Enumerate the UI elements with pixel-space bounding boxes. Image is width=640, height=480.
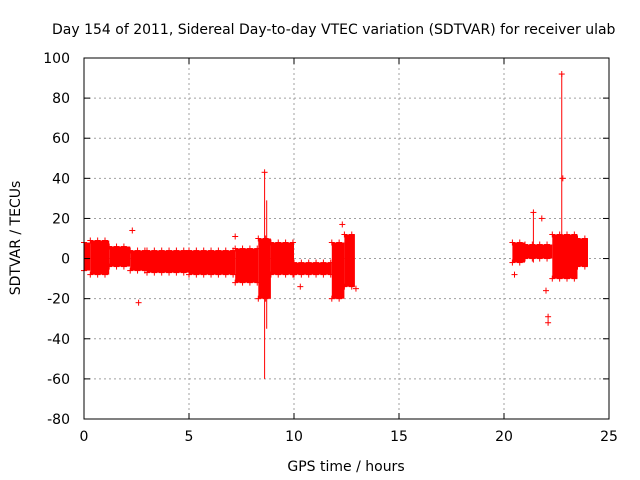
data-band — [235, 248, 259, 283]
y-tick-label: -40 — [47, 332, 70, 348]
data-band — [294, 262, 332, 275]
data-band — [84, 242, 91, 271]
x-tick-label: 10 — [285, 429, 303, 445]
plot-frame — [83, 57, 610, 420]
y-tick-label: 80 — [52, 91, 70, 107]
data-band — [552, 234, 578, 279]
data-band — [189, 250, 236, 275]
data-band — [90, 240, 110, 275]
y-tick-label: 0 — [61, 252, 70, 268]
y-tick-label: 60 — [52, 131, 70, 147]
x-axis: 0 5 10 15 20 25 — [80, 58, 618, 445]
x-tick-label: 0 — [80, 429, 89, 445]
y-tick-label: 40 — [52, 171, 70, 187]
data-band — [147, 250, 189, 273]
y-tick-label: -60 — [47, 372, 70, 388]
chart-title: Day 154 of 2011, Sidereal Day-to-day VTE… — [52, 22, 616, 38]
data-band — [331, 242, 345, 299]
y-tick-label: -80 — [47, 412, 70, 428]
data-band — [525, 244, 553, 259]
data-band — [512, 242, 525, 263]
grid — [84, 58, 609, 419]
y-tick-label: 100 — [43, 51, 70, 67]
data-band — [344, 234, 355, 287]
data-band — [577, 238, 588, 267]
y-axis-label: SDTVAR / TECUs — [8, 181, 24, 296]
y-tick-label: -20 — [47, 292, 70, 308]
y-axis: -80 -60 -40 -20 0 20 40 60 80 100 — [43, 51, 609, 428]
y-tick-label: 20 — [52, 211, 70, 227]
data-band — [270, 242, 294, 275]
x-tick-label: 15 — [390, 429, 408, 445]
data-band — [109, 246, 131, 267]
data-layer — [81, 71, 588, 379]
x-axis-label: GPS time / hours — [287, 459, 404, 475]
x-tick-label: 20 — [495, 429, 513, 445]
x-tick-label: 25 — [600, 429, 618, 445]
x-tick-label: 5 — [185, 429, 194, 445]
data-band — [130, 250, 147, 271]
